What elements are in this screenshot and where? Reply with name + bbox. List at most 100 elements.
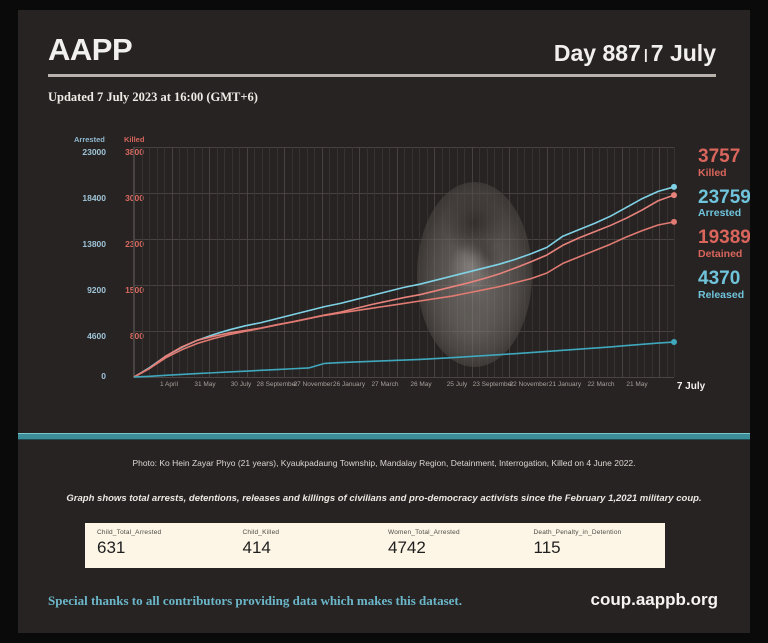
gridline-v: [599, 147, 600, 377]
gridline-v: [569, 147, 570, 377]
infographic-panel: AAPP Day 887 | 7 July Updated 7 July 2023 …: [18, 10, 750, 633]
stat-box: Women_Total_Arrested 4742: [376, 523, 522, 568]
gridline-v: [254, 147, 255, 377]
day-separator: |: [643, 46, 648, 62]
gridline-v: [584, 147, 585, 377]
stat-killed: 3757 Killed: [698, 147, 750, 180]
x-tick-label: 22 March: [587, 381, 615, 388]
stat-released-value: 4370: [698, 267, 741, 289]
stat-box-key: Child_Killed: [242, 529, 280, 536]
y-tick-killed-4: 800: [129, 331, 144, 341]
gridline-v: [201, 147, 203, 377]
stat-released: 4370 Released: [698, 267, 750, 302]
inner-axis-title: Killed: [124, 135, 145, 144]
x-tick-label: 31 May: [194, 381, 216, 388]
stat-detained-value: 19389: [698, 227, 750, 249]
stat-box: Child_Killed 414: [231, 523, 376, 568]
x-tick-label: 25 July: [446, 381, 468, 388]
gridline-v: [291, 147, 293, 377]
series-line-detained: [133, 221, 675, 378]
y-tick-arrested-4: 4600: [87, 331, 106, 341]
gridline-v: [276, 147, 278, 377]
gridline-v: [336, 147, 338, 377]
x-tick-label: 26 January: [332, 381, 366, 388]
gridline-v: [366, 147, 368, 377]
x-tick-label: 27 March: [371, 381, 399, 388]
x-tick-label: 1 April: [159, 381, 179, 388]
gridline-v: [666, 147, 668, 377]
gridline-v: [404, 147, 405, 377]
stat-box-value: 414: [242, 538, 271, 557]
stat-arrested-label: Arrested: [698, 207, 742, 220]
day-label: Day 887: [553, 40, 641, 66]
stat-killed-value: 3757: [698, 146, 741, 167]
series-endpoint-killed: [671, 192, 677, 199]
x-tick-label: 30 July: [230, 381, 252, 388]
series-line-killed: [133, 194, 675, 378]
series-endpoint-arrested: [671, 183, 677, 190]
y-tick-arrested-2: 13800: [82, 239, 106, 249]
chart-area: Arrested Killed 23000 18400 13800 9200 4…: [38, 135, 750, 425]
gridline-v: [606, 147, 608, 377]
stat-box-key: Child_Total_Arrested: [97, 529, 162, 536]
summary-stats: 3757 Killed 23759 Arrested 19389 Detaine…: [698, 147, 750, 309]
gridline-v: [261, 147, 263, 377]
photo-caption: Photo: Ko Hein Zayar Phyo (21 years), Ky…: [132, 458, 636, 468]
x-tick-label-current: 7 July: [676, 381, 706, 392]
gridline-v: [546, 147, 548, 377]
stat-box-value: 4742: [388, 538, 426, 557]
y-tick-arrested-0: 23000: [82, 147, 106, 157]
gridline-v: [351, 147, 353, 377]
gridline-v: [554, 147, 555, 377]
graph-note: Graph shows total arrests, detentions, r…: [66, 493, 702, 504]
x-tick-label: 21 May: [626, 381, 648, 388]
y-tick-arrested-3: 9200: [87, 285, 106, 295]
gridline-v: [216, 147, 218, 377]
website-link[interactable]: coup.aappb.org: [590, 590, 719, 609]
gridline-v: [239, 147, 240, 377]
gridline-v: [284, 147, 285, 377]
x-tick-label: 28 September: [256, 381, 298, 388]
y-tick-arrested-5: 0: [101, 371, 106, 381]
gridline-v: [194, 147, 195, 377]
gridline-v: [359, 147, 360, 377]
y-tick-arrested-1: 18400: [82, 193, 106, 203]
gridline-v: [381, 147, 383, 377]
gridline-v: [321, 147, 323, 377]
gridline-v: [539, 147, 540, 377]
gridline-v: [561, 147, 563, 377]
gridline-v: [186, 147, 188, 377]
thanks-text: Special thanks to all contributors provi…: [48, 593, 463, 608]
stat-killed-label: Killed: [698, 166, 727, 179]
stat-box-value: 631: [97, 538, 126, 557]
gridline-v: [156, 147, 158, 377]
plot-region: [133, 147, 677, 378]
stat-box-key: Death_Penalty_in_Detention: [533, 529, 622, 536]
gridline-v: [224, 147, 225, 377]
gridline-v: [171, 147, 173, 377]
gridline-v: [411, 147, 413, 377]
gridline-v: [644, 147, 645, 377]
gridline-v: [329, 147, 330, 377]
series-line-released: [133, 341, 675, 378]
x-tick-label: 27 November: [293, 381, 333, 388]
gridline-v: [314, 147, 315, 377]
stat-detained: 19389 Detained: [698, 228, 750, 261]
gridline-v: [636, 147, 638, 377]
stat-released-label: Released: [698, 288, 745, 301]
stat-arrested: 23759 Arrested: [698, 187, 750, 221]
x-tick-label: 26 May: [410, 381, 432, 388]
gridline-v: [209, 147, 210, 377]
gridline-v: [389, 147, 390, 377]
series-line-arrested: [133, 186, 675, 378]
gridline-v: [149, 147, 150, 377]
gridline-v: [629, 147, 630, 377]
stat-detained-label: Detained: [698, 248, 743, 260]
gridline-v: [299, 147, 300, 377]
stat-box-key: Women_Total_Arrested: [388, 529, 460, 536]
stat-box-value: 115: [533, 538, 561, 557]
gridline-v: [134, 147, 135, 377]
gridline-v: [164, 147, 165, 377]
chart-lines: [133, 183, 677, 378]
